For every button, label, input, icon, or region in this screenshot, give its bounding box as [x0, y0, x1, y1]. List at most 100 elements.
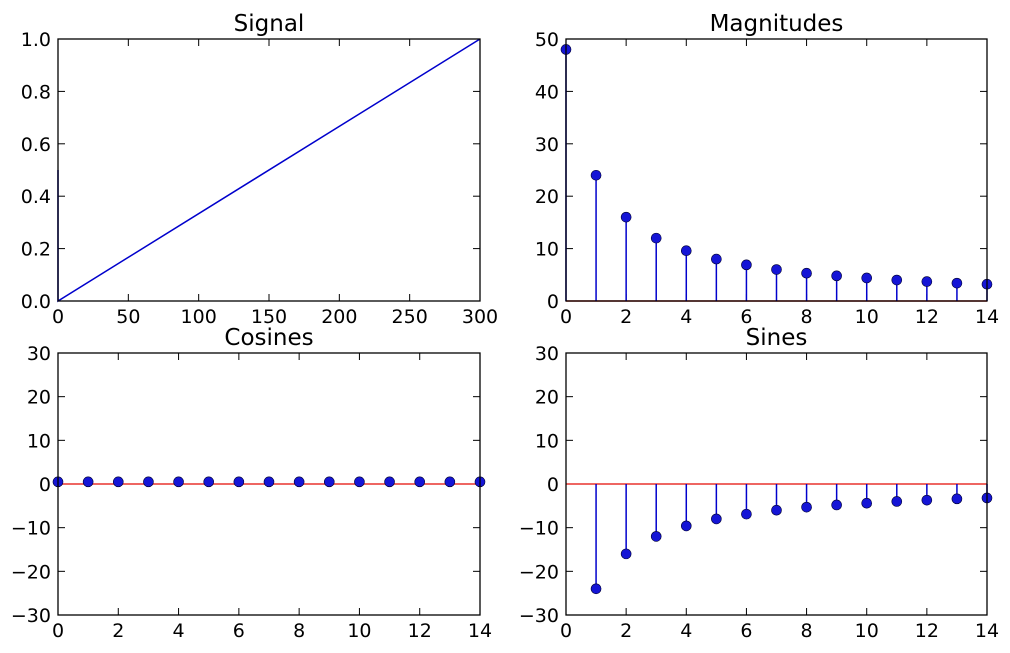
stem-marker — [620, 548, 632, 560]
x-tick-label: 10 — [855, 306, 879, 328]
chart-panel-1: Magnitudes 0 2 4 6 8 10 12 14 0 10 20 30 40 50 — [535, 11, 999, 328]
stem-marker — [112, 476, 124, 488]
y-tick-label: 10 — [27, 430, 51, 452]
y-tick-label: 20 — [535, 186, 559, 208]
y-tick-label: 0.6 — [21, 134, 51, 156]
y-tick-label: 20 — [535, 387, 559, 409]
x-tick-label: 10 — [855, 620, 879, 642]
stem-marker — [293, 476, 305, 488]
x-tick-label: 200 — [321, 306, 357, 328]
y-tick-label: 1.0 — [21, 29, 51, 51]
x-tick-label: 100 — [181, 306, 217, 328]
y-tick-label: 20 — [27, 387, 51, 409]
stem-marker — [323, 476, 335, 488]
y-tick-label: 0.4 — [21, 186, 51, 208]
stem-marker — [173, 476, 184, 488]
chart-title: Signal — [234, 11, 305, 37]
stem-marker — [771, 504, 782, 516]
y-tick-label: 10 — [535, 430, 559, 452]
x-tick-label: 0 — [560, 620, 572, 642]
y-tick-label: 0.2 — [21, 239, 51, 261]
stem-marker — [590, 583, 602, 595]
x-tick-label: 2 — [112, 620, 124, 642]
x-tick-label: 50 — [116, 306, 140, 328]
y-tick-label: 0 — [547, 291, 559, 313]
stem-marker — [650, 531, 662, 542]
y-tick-label: 0 — [39, 474, 51, 496]
y-tick-label: 30 — [535, 343, 559, 365]
stem-marker — [82, 476, 94, 488]
x-tick-label: 4 — [680, 620, 692, 642]
x-tick-label: 2 — [620, 306, 632, 328]
stem-marker — [354, 476, 365, 488]
stem-marker — [680, 245, 692, 256]
stem-marker — [741, 259, 752, 271]
stem-marker — [233, 476, 245, 488]
x-tick-label: 14 — [468, 620, 492, 642]
stem-marker — [771, 264, 782, 275]
y-tick-label: −20 — [519, 561, 559, 583]
stem-marker — [444, 476, 456, 488]
x-tick-label: 6 — [233, 620, 245, 642]
stem-marker — [921, 276, 933, 287]
x-tick-label: 2 — [620, 620, 632, 642]
stem-marker — [590, 169, 602, 181]
stem-marker — [861, 497, 873, 509]
chart-panel-3: Sines 0 2 4 6 8 10 12 14 −30 −20 −10 0 10 20 30 — [519, 325, 999, 642]
stem-marker — [263, 476, 275, 488]
y-tick-label: 0.8 — [21, 81, 51, 103]
stem-marker — [831, 499, 842, 511]
chart-panel-2: Cosines 0 2 4 6 8 10 12 14 −30 −20 −10 0 10 20 30 — [11, 325, 492, 642]
x-tick-label: 6 — [740, 620, 752, 642]
stem-marker — [680, 520, 692, 532]
series-line — [57, 38, 481, 303]
plot-area — [566, 483, 993, 595]
x-tick-label: 8 — [293, 620, 305, 642]
y-tick-label: −30 — [11, 605, 51, 627]
x-tick-label: 0 — [560, 306, 572, 328]
stem-marker — [891, 274, 903, 286]
stem-marker — [203, 476, 215, 488]
x-tick-label: 14 — [975, 306, 999, 328]
y-tick-label: 0.0 — [21, 291, 51, 313]
axes-frame — [57, 352, 481, 616]
y-tick-label: −10 — [519, 518, 559, 540]
chart-title: Cosines — [224, 325, 313, 351]
y-tick-label: 50 — [535, 29, 559, 51]
stem-marker — [801, 267, 812, 279]
x-tick-label: 250 — [392, 306, 428, 328]
x-tick-label: 300 — [462, 306, 498, 328]
stem-marker — [921, 494, 933, 506]
stem-marker — [711, 513, 722, 525]
stem-marker — [741, 508, 752, 520]
stem-marker — [831, 270, 842, 282]
x-tick-label: 8 — [801, 620, 813, 642]
x-tick-label: 12 — [915, 306, 939, 328]
y-tick-label: 10 — [535, 239, 559, 261]
y-tick-label: 30 — [535, 134, 559, 156]
x-tick-label: 150 — [251, 306, 287, 328]
axes-frame — [565, 38, 988, 302]
y-tick-label: 30 — [27, 343, 51, 365]
plot-area — [57, 38, 481, 303]
plot-area — [560, 44, 993, 302]
x-tick-label: 4 — [680, 306, 692, 328]
plot-area — [52, 476, 486, 488]
y-tick-label: −30 — [519, 605, 559, 627]
stem-marker — [620, 211, 632, 223]
axes-frame — [57, 38, 481, 302]
chart-panel-0: Signal 0 50 100 150 200 250 300 0.0 0.2 0.4 0.6 0.8 1… — [21, 11, 498, 328]
chart-title: Sines — [746, 325, 808, 351]
x-tick-label: 0 — [52, 620, 64, 642]
x-tick-label: 14 — [975, 620, 999, 642]
y-tick-label: 0 — [547, 474, 559, 496]
stem-marker — [711, 253, 722, 265]
x-tick-label: 12 — [915, 620, 939, 642]
y-tick-label: 40 — [535, 81, 559, 103]
x-tick-label: 12 — [408, 620, 432, 642]
chart-title: Magnitudes — [710, 11, 844, 37]
x-tick-label: 6 — [740, 306, 752, 328]
stem-marker — [891, 496, 903, 507]
stem-marker — [861, 272, 873, 284]
